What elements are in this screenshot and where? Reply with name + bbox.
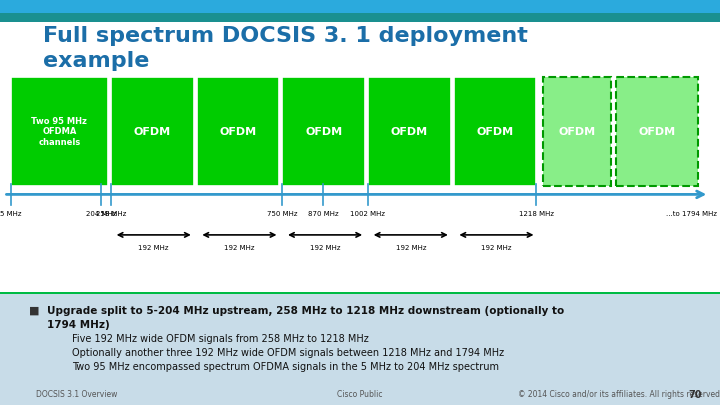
Bar — [11, 77, 108, 186]
Text: Two 95 MHz encompassed spectrum OFDMA signals in the 5 MHz to 204 MHz spectrum: Two 95 MHz encompassed spectrum OFDMA si… — [72, 362, 499, 373]
Text: 192 MHz: 192 MHz — [138, 245, 169, 251]
Bar — [0, 292, 720, 405]
Text: 204 MHz: 204 MHz — [86, 211, 116, 217]
Bar — [0, 292, 720, 294]
Text: Upgrade split to 5-204 MHz upstream, 258 MHz to 1218 MHz downstream (optionally : Upgrade split to 5-204 MHz upstream, 258… — [47, 306, 564, 316]
Bar — [616, 77, 698, 186]
Text: ...to 1794 MHz: ...to 1794 MHz — [666, 211, 716, 217]
Text: OFDM: OFDM — [220, 127, 256, 136]
Text: DOCSIS 3.1 Overview: DOCSIS 3.1 Overview — [36, 390, 117, 399]
Text: ■: ■ — [29, 306, 40, 316]
Text: 70: 70 — [688, 390, 702, 400]
Text: 1794 MHz): 1794 MHz) — [47, 320, 109, 330]
Text: example: example — [43, 51, 150, 70]
Text: 192 MHz: 192 MHz — [310, 245, 341, 251]
Text: 1002 MHz: 1002 MHz — [351, 211, 385, 217]
Text: OFDM: OFDM — [559, 127, 595, 136]
Bar — [197, 77, 279, 186]
Bar — [282, 77, 365, 186]
Text: 5 MHz: 5 MHz — [0, 211, 22, 217]
Text: Five 192 MHz wide OFDM signals from 258 MHz to 1218 MHz: Five 192 MHz wide OFDM signals from 258 … — [72, 334, 369, 344]
Bar — [0, 22, 720, 292]
Text: Cisco Public: Cisco Public — [337, 390, 383, 399]
Text: 192 MHz: 192 MHz — [481, 245, 512, 251]
Text: 750 MHz: 750 MHz — [267, 211, 297, 217]
Text: © 2014 Cisco and/or its affiliates. All rights reserved.: © 2014 Cisco and/or its affiliates. All … — [518, 390, 720, 399]
Text: Full spectrum DOCSIS 3. 1 deployment: Full spectrum DOCSIS 3. 1 deployment — [43, 26, 528, 46]
Text: 1218 MHz: 1218 MHz — [519, 211, 554, 217]
Text: 192 MHz: 192 MHz — [395, 245, 426, 251]
Text: 258 MHz: 258 MHz — [96, 211, 126, 217]
Text: OFDM: OFDM — [639, 127, 675, 136]
Text: OFDM: OFDM — [134, 127, 171, 136]
Text: 192 MHz: 192 MHz — [224, 245, 255, 251]
Bar — [368, 77, 451, 186]
Bar — [543, 77, 611, 186]
Bar — [0, 13, 720, 22]
Bar — [111, 77, 194, 186]
Text: 870 MHz: 870 MHz — [308, 211, 338, 217]
Text: Two 95 MHz
OFDMA
channels: Two 95 MHz OFDMA channels — [32, 117, 87, 147]
Text: OFDM: OFDM — [391, 127, 428, 136]
Text: Optionally another three 192 MHz wide OFDM signals between 1218 MHz and 1794 MHz: Optionally another three 192 MHz wide OF… — [72, 348, 504, 358]
Text: OFDM: OFDM — [477, 127, 513, 136]
Bar — [0, 0, 720, 14]
Text: OFDM: OFDM — [305, 127, 342, 136]
Bar — [454, 77, 536, 186]
